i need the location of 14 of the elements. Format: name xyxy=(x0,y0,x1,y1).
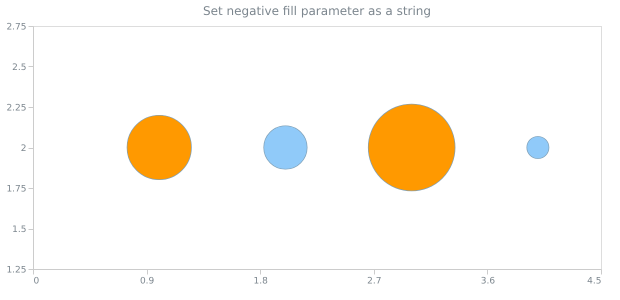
x-tick-label: 4.5 xyxy=(587,276,602,286)
x-tick-label: 2.7 xyxy=(367,276,382,286)
y-tick-label: 1.75 xyxy=(6,184,26,194)
chart-title: Set negative fill parameter as a string xyxy=(202,4,432,18)
y-tick-label: 2.25 xyxy=(6,104,26,114)
y-tick-label: 2.5 xyxy=(12,63,26,73)
x-tick-label: 0.9 xyxy=(140,276,155,286)
x-tick-label: 3.6 xyxy=(480,276,496,286)
x-tick-label: 0 xyxy=(34,276,40,286)
y-tick-label: 1.5 xyxy=(12,225,26,235)
y-tick-label: 2.75 xyxy=(6,22,26,32)
y-tick-label: 2 xyxy=(20,144,26,154)
y-tick-label: 1.25 xyxy=(6,266,26,276)
x-tick-label: 1.8 xyxy=(254,276,268,286)
